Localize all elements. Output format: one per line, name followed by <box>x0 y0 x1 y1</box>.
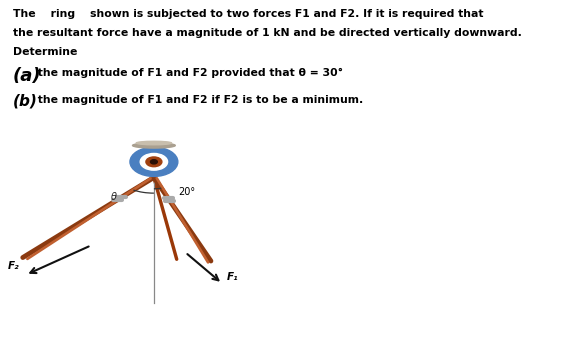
Text: (b): (b) <box>13 94 38 109</box>
Circle shape <box>146 157 162 167</box>
Text: F₁: F₁ <box>227 272 238 282</box>
Text: the magnitude of F1 and F2 provided that θ = 30°: the magnitude of F1 and F2 provided that… <box>34 68 343 78</box>
Text: the resultant force have a magnitude of 1 kN and be directed vertically downward: the resultant force have a magnitude of … <box>13 28 522 38</box>
Text: $\theta$: $\theta$ <box>110 190 118 201</box>
Text: F₂: F₂ <box>7 261 19 271</box>
Text: (a): (a) <box>13 67 41 85</box>
Text: Determine: Determine <box>13 47 77 57</box>
Circle shape <box>130 147 178 176</box>
Ellipse shape <box>136 141 172 145</box>
Circle shape <box>150 160 157 164</box>
Text: the magnitude of F1 and F2 if F2 is to be a minimum.: the magnitude of F1 and F2 if F2 is to b… <box>34 95 364 105</box>
Text: The    ring    shown is subjected to two forces F1 and F2. If it is required tha: The ring shown is subjected to two force… <box>13 9 483 19</box>
Ellipse shape <box>132 143 176 148</box>
Circle shape <box>140 153 168 170</box>
Text: 20°: 20° <box>178 187 196 197</box>
